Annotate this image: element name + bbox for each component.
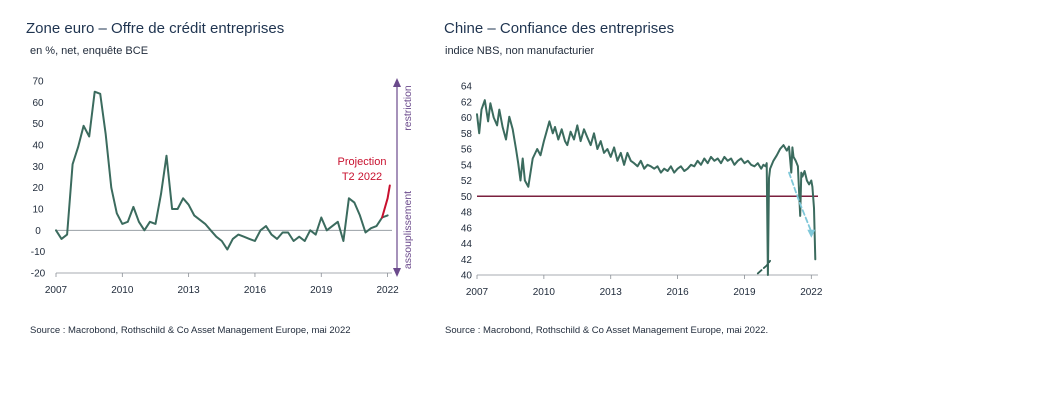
panel-china-confidence: Chine – Confiance des entreprises indice… [430, 0, 850, 403]
y-tick-label: 60 [461, 113, 473, 124]
chart-title: Chine – Confiance des entreprises [444, 20, 675, 37]
chart-subtitle: en %, net, enquête BCE [30, 45, 149, 57]
x-tick-label: 2013 [178, 285, 201, 296]
x-tick-label: 2019 [310, 285, 333, 296]
y-tick-label: 10 [32, 205, 44, 216]
chart-china-confidence: 64 62 60 58 56 54 52 50 48 46 44 42 40 2007 2010 2013 20… [461, 82, 823, 299]
y-tick-label: 50 [32, 119, 44, 130]
y-tick-label: 54 [461, 160, 473, 171]
x-tick-label: 2010 [111, 285, 134, 296]
y-tick-label: 50 [461, 192, 473, 203]
y-tick-label: 40 [32, 141, 44, 152]
y-tick-label: 42 [461, 255, 473, 266]
assouplissement-label: assouplissement [402, 191, 414, 269]
y-tick-label: 30 [32, 162, 44, 173]
trend-arrow-2020 [756, 259, 772, 275]
y-tick-label: 40 [461, 271, 473, 282]
chart-source: Source : Macrobond, Rothschild & Co Asse… [30, 325, 351, 336]
y-tick-label: 52 [461, 176, 473, 187]
x-tick-label: 2016 [666, 287, 689, 298]
y-tick-label: 0 [35, 226, 41, 237]
restriction-label: restriction [402, 85, 414, 131]
y-tick-label: 64 [461, 82, 473, 93]
x-tick-label: 2019 [733, 287, 756, 298]
x-tick-label: 2016 [244, 285, 267, 296]
x-tick-label: 2010 [533, 287, 556, 298]
series-line-credit [55, 90, 389, 251]
x-tick-label: 2022 [376, 285, 399, 296]
arrow-down-head [393, 268, 401, 277]
x-tick-label: 2013 [600, 287, 623, 298]
y-tick-label: 48 [461, 208, 473, 219]
chart-source: Source : Macrobond, Rothschild & Co Asse… [445, 325, 769, 336]
y-tick-label: 20 [32, 183, 44, 194]
y-tick-label: 70 [32, 77, 44, 88]
y-tick-label: 58 [461, 129, 473, 140]
y-tick-label: 44 [461, 239, 473, 250]
chart-subtitle: indice NBS, non manufacturier [445, 45, 595, 57]
y-tick-label: 60 [32, 98, 44, 109]
x-tick-label: 2022 [800, 287, 823, 298]
series-line-nbs [476, 99, 817, 276]
y-tick-label: -20 [31, 269, 46, 280]
projection-label: Projection [338, 156, 387, 168]
series-line-projection [381, 184, 391, 219]
y-tick-label: 46 [461, 223, 473, 234]
trend-arrow-head [807, 229, 816, 238]
projection-period-label: T2 2022 [342, 171, 382, 183]
chart-title: Zone euro – Offre de crédit entreprises [26, 20, 285, 37]
arrow-up-head [393, 78, 401, 87]
x-tick-label: 2007 [45, 285, 68, 296]
trend-arrow-2021 [788, 171, 813, 233]
y-tick-label: 56 [461, 145, 473, 156]
panel-euro-credit: Zone euro – Offre de crédit entreprises … [0, 0, 420, 403]
y-tick-label: 62 [461, 97, 473, 108]
x-tick-label: 2007 [466, 287, 489, 298]
y-tick-label: -10 [31, 247, 46, 258]
